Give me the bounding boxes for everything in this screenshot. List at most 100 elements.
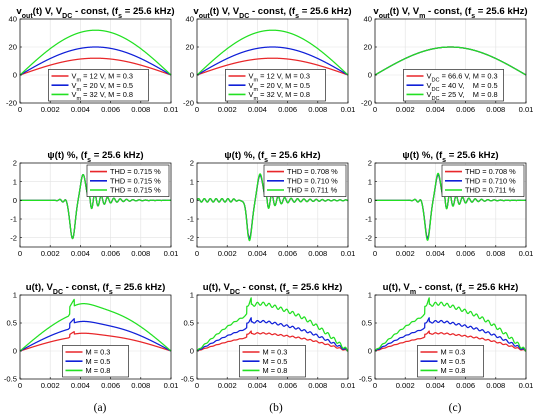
x-tick-label: 0 — [18, 105, 22, 114]
x-tick-label: 0.008 — [131, 105, 150, 114]
y-tick-label: 20 — [9, 43, 17, 52]
x-tick-label: 0 — [195, 381, 199, 390]
x-tick-label: 0.006 — [101, 105, 120, 114]
x-tick-label: 0.006 — [278, 381, 297, 390]
y-tick-label: -0.5 — [4, 375, 17, 384]
y-tick-label: 2 — [13, 159, 17, 168]
series-line-2 — [374, 317, 527, 352]
x-tick-label: 0.008 — [131, 249, 150, 258]
chart-panel-9: u(t), Vm - const, (fs = 25.6 kHz) 0 0.002 0… — [359, 282, 533, 390]
y-tick-label: 20 — [364, 43, 372, 52]
legend-entry: THD = 0.715 % — [110, 167, 161, 176]
axes-box — [19, 162, 172, 248]
legend: Vm = 12 V, M = 0.3Vm = 20 V, M = 0.5Vm =… — [225, 69, 326, 102]
y-tick-label: -1 — [365, 215, 372, 224]
series-line-3 — [19, 298, 172, 352]
y-tick-label: 40 — [364, 15, 372, 24]
y-tick-label: 1 — [190, 291, 194, 300]
x-tick-label: 0.01 — [519, 249, 534, 258]
y-tick-label: -1 — [187, 215, 194, 224]
x-tick-label: 0.004 — [248, 249, 267, 258]
y-tick-label: 1 — [190, 177, 194, 186]
y-tick-label: -2 — [187, 233, 194, 242]
y-tick-label: 1 — [368, 177, 372, 186]
legend-entry: THD = 0.708 % — [465, 167, 516, 176]
chart-title: vout(t) V, Vm - const, (fs = 25.6 kHz) — [373, 6, 527, 20]
x-tick-label: 0.01 — [164, 381, 179, 390]
chart-title: u(t), VDC - const, (fs = 25.6 kHz) — [26, 282, 166, 296]
x-tick-label: 0.01 — [519, 105, 534, 114]
y-tick-label: 0.5 — [361, 319, 372, 328]
x-tick-label: 0.008 — [308, 381, 327, 390]
y-tick-label: -20 — [183, 99, 194, 108]
legend-entry: THD = 0.715 % — [110, 186, 161, 195]
x-tick-label: 0.01 — [519, 381, 534, 390]
x-tick-label: 0.002 — [396, 381, 415, 390]
y-tick-label: 1 — [13, 291, 17, 300]
legend-entry: M = 0.3 — [263, 348, 288, 357]
chart-title: ψ(t) %, (fs = 25.6 kHz) — [402, 150, 498, 164]
legend-entry: M = 0.5 — [86, 357, 111, 366]
axes-box — [19, 18, 172, 104]
chart-title: ψ(t) %, (fs = 25.6 kHz) — [224, 150, 320, 164]
y-tick-label: -20 — [6, 99, 17, 108]
legend-entry: VDC = 40 V, M = 0.5 — [427, 81, 498, 93]
legend-entry: M = 0.3 — [441, 348, 466, 357]
x-tick-label: 0.01 — [341, 249, 356, 258]
series-line-3 — [19, 29, 172, 76]
x-tick-label: 0 — [373, 381, 377, 390]
legend-entry: THD = 0.710 % — [287, 176, 338, 185]
chart-panel-7: u(t), VDC - const, (fs = 25.6 kHz) 0 0.002… — [4, 282, 178, 390]
legend-entry: VDC = 25 V, M = 0.8 — [427, 90, 498, 102]
x-tick-label: 0 — [195, 249, 199, 258]
y-tick-label: 0 — [368, 196, 372, 205]
legend: THD = 0.708 %THD = 0.710 %THD = 0.711 % — [263, 164, 347, 197]
x-tick-label: 0.01 — [164, 105, 179, 114]
chart-title: vout(t) V, VDC - const, (fs = 25.6 kHz) — [193, 6, 351, 20]
x-tick-label: 0.008 — [308, 105, 327, 114]
y-tick-label: 2 — [190, 159, 194, 168]
series-line-3 — [374, 46, 527, 76]
legend-entry: M = 0.5 — [263, 357, 288, 366]
legend-entry: Vm = 32 V, M = 0.8 — [72, 90, 134, 102]
x-tick-label: 0.006 — [278, 249, 297, 258]
legend-entry: THD = 0.711 % — [465, 186, 516, 195]
y-tick-label: 0 — [190, 196, 194, 205]
series-line-2 — [196, 317, 349, 352]
x-tick-label: 0.002 — [396, 249, 415, 258]
y-tick-label: 40 — [186, 15, 194, 24]
axes-box — [196, 162, 349, 248]
x-tick-label: 0.004 — [426, 105, 445, 114]
legend-entry: Vm = 12 V, M = 0.3 — [72, 72, 134, 84]
y-tick-label: -20 — [361, 99, 372, 108]
legend-entry: Vm = 20 V, M = 0.5 — [72, 81, 134, 93]
y-tick-label: 0 — [190, 71, 194, 80]
y-tick-label: -2 — [365, 233, 372, 242]
legend-entry: M = 0.8 — [441, 366, 466, 375]
legend-entry: VDC = 66.6 V, M = 0.3 — [427, 72, 498, 84]
series-line-1 — [196, 330, 349, 352]
legend-entry: THD = 0.708 % — [287, 167, 338, 176]
series-line-1 — [19, 331, 172, 352]
legend-entry: THD = 0.710 % — [465, 176, 516, 185]
chart-panel-1: vout(t) V, VDC - const, (fs = 25.6 kHz) 0… — [6, 6, 178, 114]
legend-entry: M = 0.8 — [86, 366, 111, 375]
x-tick-label: 0.006 — [101, 249, 120, 258]
x-tick-label: 0.002 — [41, 381, 60, 390]
y-tick-label: 40 — [9, 15, 17, 24]
y-tick-label: 1 — [13, 177, 17, 186]
chart-title: vout(t) V, VDC - const, (fs = 25.6 kHz) — [16, 6, 174, 20]
x-tick-label: 0.004 — [71, 105, 90, 114]
y-tick-label: -2 — [10, 233, 17, 242]
y-tick-label: 0 — [190, 347, 194, 356]
chart-title: ψ(t) %, (fs = 25.6 kHz) — [47, 150, 143, 164]
legend-entry: Vm = 12 V, M = 0.3 — [249, 72, 311, 84]
x-tick-label: 0 — [373, 249, 377, 258]
y-tick-label: -1 — [10, 215, 17, 224]
chart-title: u(t), Vm - const, (fs = 25.6 kHz) — [383, 282, 519, 296]
axes-box — [374, 162, 527, 248]
x-tick-label: 0.004 — [71, 249, 90, 258]
y-tick-label: -0.5 — [359, 375, 372, 384]
chart-panel-2: vout(t) V, VDC - const, (fs = 25.6 kHz) 0… — [183, 6, 355, 114]
